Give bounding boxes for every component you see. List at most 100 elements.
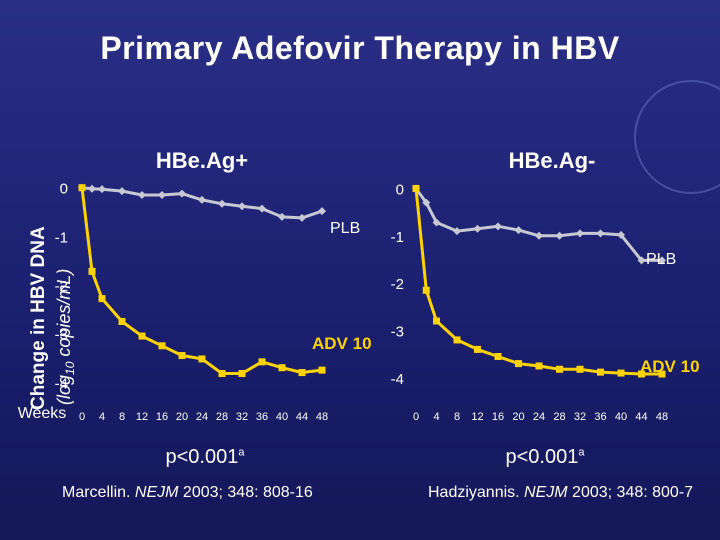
left-citation: Marcellin. NEJM 2003; 348: 808-16 (62, 484, 313, 501)
right-x-tick-label: 32 (574, 411, 586, 423)
left-adv-point (138, 332, 146, 340)
left-x-tick-label: 44 (296, 411, 308, 423)
right-adv-series-line (414, 188, 662, 376)
right-adv-point (658, 370, 666, 378)
right-adv-point (494, 353, 502, 360)
right-p-value: p<0.001a (505, 446, 585, 468)
right-x-tick-label: 40 (615, 411, 627, 423)
right-x-tick-label: 16 (492, 411, 504, 423)
right-x-tick-label: 0 (413, 411, 419, 423)
right-x-tick-label: 44 (635, 411, 647, 423)
left-plb-series-label: PLB (330, 220, 360, 237)
right-plb-point (555, 231, 564, 240)
right-plb-point (514, 226, 523, 235)
left-x-tick-label: 24 (196, 411, 208, 423)
left-x-tick-label: 4 (99, 411, 105, 423)
right-plb-series-label: PLB (646, 251, 676, 268)
left-y-tick-label: -4 (55, 375, 68, 392)
right-adv-point (535, 362, 543, 370)
left-plb-point (318, 207, 326, 216)
left-x-tick-label: 36 (256, 411, 268, 423)
right-x-tick-label: 24 (533, 411, 545, 423)
right-adv-point (556, 365, 563, 373)
right-plb-point (596, 229, 605, 238)
left-plb-point (198, 195, 206, 204)
right-plb-point (617, 230, 625, 239)
left-plb-point (238, 202, 246, 211)
right-plb-point (535, 231, 543, 240)
left-plb-point (218, 199, 226, 208)
left-adv-series-line (80, 187, 323, 375)
left-adv-point (158, 342, 166, 350)
right-adv-series-label: ADV 10 (640, 357, 700, 376)
left-adv-point (78, 184, 86, 192)
left-x-tick-label: 32 (236, 411, 248, 423)
left-plb-point (88, 184, 96, 193)
left-y-tick-label: -1 (55, 229, 68, 246)
right-y-tick-label: -2 (391, 276, 404, 293)
left-plb-point (178, 189, 186, 198)
right-x-tick-label: 4 (433, 411, 439, 423)
left-y-tick-label: -3 (55, 327, 68, 344)
slide-title: Primary Adefovir Therapy in HBV (100, 30, 620, 66)
left-x-tick-label: 20 (176, 411, 188, 423)
right-plb-series-line (414, 187, 662, 262)
right-adv-point (422, 286, 430, 294)
left-adv-point (218, 370, 226, 378)
left-x-tick-label: 8 (119, 411, 125, 423)
right-adv-point (453, 336, 461, 344)
left-adv-point (118, 317, 126, 325)
left-adv-point (238, 370, 246, 378)
left-x-tick-label: 16 (156, 411, 168, 423)
right-plb-point (494, 222, 502, 231)
left-panel-title: HBe.Ag+ (156, 148, 248, 173)
right-x-tick-label: 36 (594, 411, 606, 423)
left-x-tick-label: 0 (79, 411, 85, 423)
right-adv-point (617, 369, 625, 377)
left-x-tick-label: 40 (276, 411, 288, 423)
right-x-tick-label: 12 (471, 411, 483, 423)
left-x-tick-label: 28 (216, 411, 228, 423)
left-x-tick-label: 12 (136, 411, 148, 423)
right-x-tick-label: 8 (454, 411, 460, 423)
left-adv-point (98, 295, 106, 303)
right-x-tick-label: 20 (512, 411, 524, 423)
left-adv-point (88, 267, 96, 275)
left-plb-point (118, 187, 126, 196)
right-plb-point (658, 256, 666, 265)
right-x-tick-label: 28 (553, 411, 565, 423)
left-plb-point (258, 204, 266, 213)
right-plb-point (422, 198, 431, 207)
right-citation: Hadziyannis. NEJM 2003; 348: 800-7 (428, 484, 694, 501)
y-axis-label-main: Change in HBV DNA (28, 226, 49, 410)
right-y-tick-label: -1 (391, 229, 404, 246)
weeks-axis-label: Weeks (18, 405, 67, 422)
left-adv-point (278, 364, 286, 372)
left-p-value: p<0.001a (165, 446, 245, 468)
y-axis-label-units: (log10 copies/mL) (54, 269, 77, 405)
right-adv-point (412, 184, 420, 192)
left-adv-point (178, 352, 186, 360)
left-adv-point (258, 358, 266, 366)
right-adv-point (515, 360, 522, 368)
left-adv-point (318, 366, 326, 374)
left-y-tick-label: 0 (60, 181, 68, 198)
y-axis-title: Change in HBV DNA (log10 copies/mL) (8, 160, 78, 410)
right-y-tick-label: 0 (396, 181, 404, 198)
right-y-tick-label: -4 (391, 371, 404, 388)
right-panel-title: HBe.Ag- (509, 148, 596, 173)
right-plb-point (637, 256, 646, 265)
left-adv-series-label: ADV 10 (312, 334, 372, 353)
left-x-tick-label: 48 (316, 411, 328, 423)
left-adv-point (198, 355, 206, 363)
left-plb-point (98, 185, 106, 194)
left-plb-point (298, 213, 306, 222)
right-plb-point (432, 218, 441, 227)
left-plb-point (138, 191, 146, 200)
right-plb-point (473, 224, 482, 233)
right-y-tick-label: -3 (391, 323, 404, 340)
right-adv-point (474, 345, 481, 353)
left-plb-point (158, 191, 166, 200)
right-adv-point (433, 317, 440, 325)
